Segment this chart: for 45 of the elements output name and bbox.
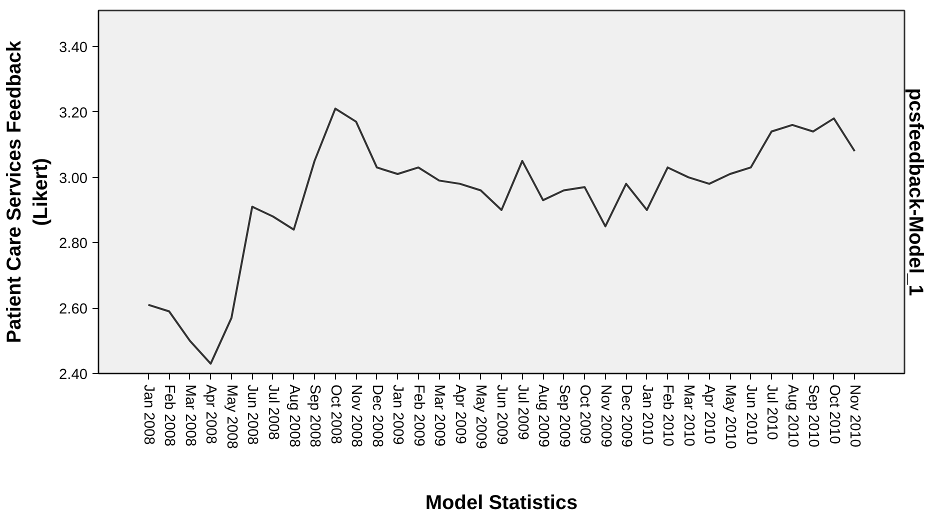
x-tick-label: Sep 2009 [556,384,572,448]
x-tick-label: Jan 2010 [638,384,655,445]
x-tick-label: May 2008 [223,384,240,449]
x-tick-label: Jan 2009 [390,384,406,445]
x-tick-label: Dec 2009 [618,384,634,448]
y2-axis-title: pcsfeedback-Model_1 [904,88,926,296]
x-tick-label: Feb 2010 [660,384,676,446]
x-tick-label: Oct 2008 [327,384,344,444]
x-tick-label: Jul 2009 [514,384,530,440]
x-tick-label: Aug 2008 [286,384,302,448]
y-axis-title: Patient Care Services Feedback (Likert) [4,40,52,344]
line-series [147,108,856,365]
x-tick-label: May 2010 [722,384,738,449]
x-tick-label: Oct 2009 [576,384,593,444]
x-tick-label: Aug 2009 [535,384,552,448]
y-tick-label: 2.80 [58,236,88,252]
x-tick-label: Apr 2009 [452,384,468,444]
x-tick-label: Feb 2008 [161,384,178,446]
x-tick-label: Nov 2009 [597,384,614,448]
x-tick-label: Jun 2009 [494,384,510,445]
y-tick-label: 2.60 [58,302,88,318]
x-tick-label: Jan 2008 [140,384,156,445]
x-tick-label: Mar 2008 [182,384,198,446]
x-tick-label: Aug 2010 [784,384,800,448]
y-tick-label: 3.00 [58,170,88,187]
x-axis-title: Model Statistics [425,492,578,514]
x-tick-label: Jul 2008 [264,384,281,440]
y-tick-label: 2.40 [58,367,88,383]
x-tick-label: Nov 2010 [846,384,863,448]
x-tick-label: Jun 2008 [244,384,260,445]
x-tick-label: Mar 2010 [680,384,696,446]
x-tick-label: Apr 2010 [701,384,718,444]
x-tick-label: Oct 2010 [826,384,842,444]
x-tick-label: Apr 2008 [202,384,219,444]
x-tick-label: Sep 2008 [306,384,323,448]
x-tick-label: Nov 2008 [348,384,364,448]
y-tick-label: 3.20 [58,105,88,122]
y-tick-label: 3.40 [58,40,88,56]
x-tick-label: May 2009 [472,384,489,449]
x-tick-label: Feb 2009 [410,384,426,446]
x-tick-label: Dec 2008 [368,384,385,448]
x-tick-label: Jul 2010 [764,384,780,440]
x-tick-label: Jun 2010 [742,384,759,445]
x-tick-label: Sep 2010 [805,384,822,448]
x-tick-label: Mar 2009 [431,384,448,446]
